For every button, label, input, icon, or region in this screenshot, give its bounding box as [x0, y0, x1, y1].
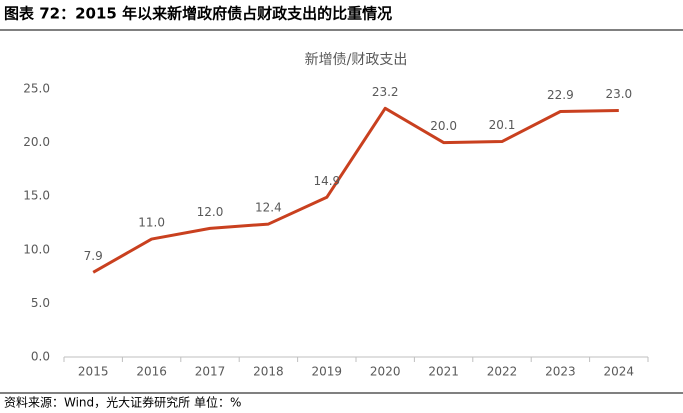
chart-title: 新增债/财政支出 [305, 52, 408, 68]
data-label: 11.0 [138, 216, 165, 230]
y-tick-label: 0.0 [31, 350, 50, 364]
data-label: 22.9 [547, 88, 574, 102]
x-tick-label: 2017 [195, 365, 226, 379]
y-tick-label: 25.0 [23, 82, 50, 96]
x-tick-label: 2019 [312, 365, 343, 379]
y-tick-label: 5.0 [31, 296, 50, 310]
data-label: 7.9 [84, 249, 103, 263]
x-tick-label: 2015 [78, 365, 109, 379]
data-label: 23.2 [372, 85, 399, 99]
data-label: 12.4 [255, 201, 282, 215]
x-tick-label: 2020 [370, 365, 401, 379]
x-tick-label: 2022 [487, 365, 518, 379]
data-label: 14.9 [313, 174, 340, 188]
y-tick-label: 10.0 [23, 242, 50, 256]
line-series [92, 106, 619, 274]
x-tick-label: 2018 [253, 365, 284, 379]
y-tick-label: 15.0 [23, 189, 50, 203]
data-label: 20.1 [489, 118, 516, 132]
x-tick-label: 2016 [136, 365, 167, 379]
source-note: 资料来源：Wind，光大证券研究所 单位：% [4, 395, 241, 410]
data-label: 23.0 [605, 87, 632, 101]
x-tick-label: 2021 [428, 365, 459, 379]
y-tick-label: 20.0 [23, 135, 50, 149]
x-tick-label: 2023 [545, 365, 576, 379]
x-tick-label: 2024 [604, 365, 635, 379]
data-label: 12.0 [197, 205, 224, 219]
data-label: 20.0 [430, 119, 457, 133]
header-title: 图表 72：2015 年以来新增政府债占财政支出的比重情况 [4, 5, 392, 23]
